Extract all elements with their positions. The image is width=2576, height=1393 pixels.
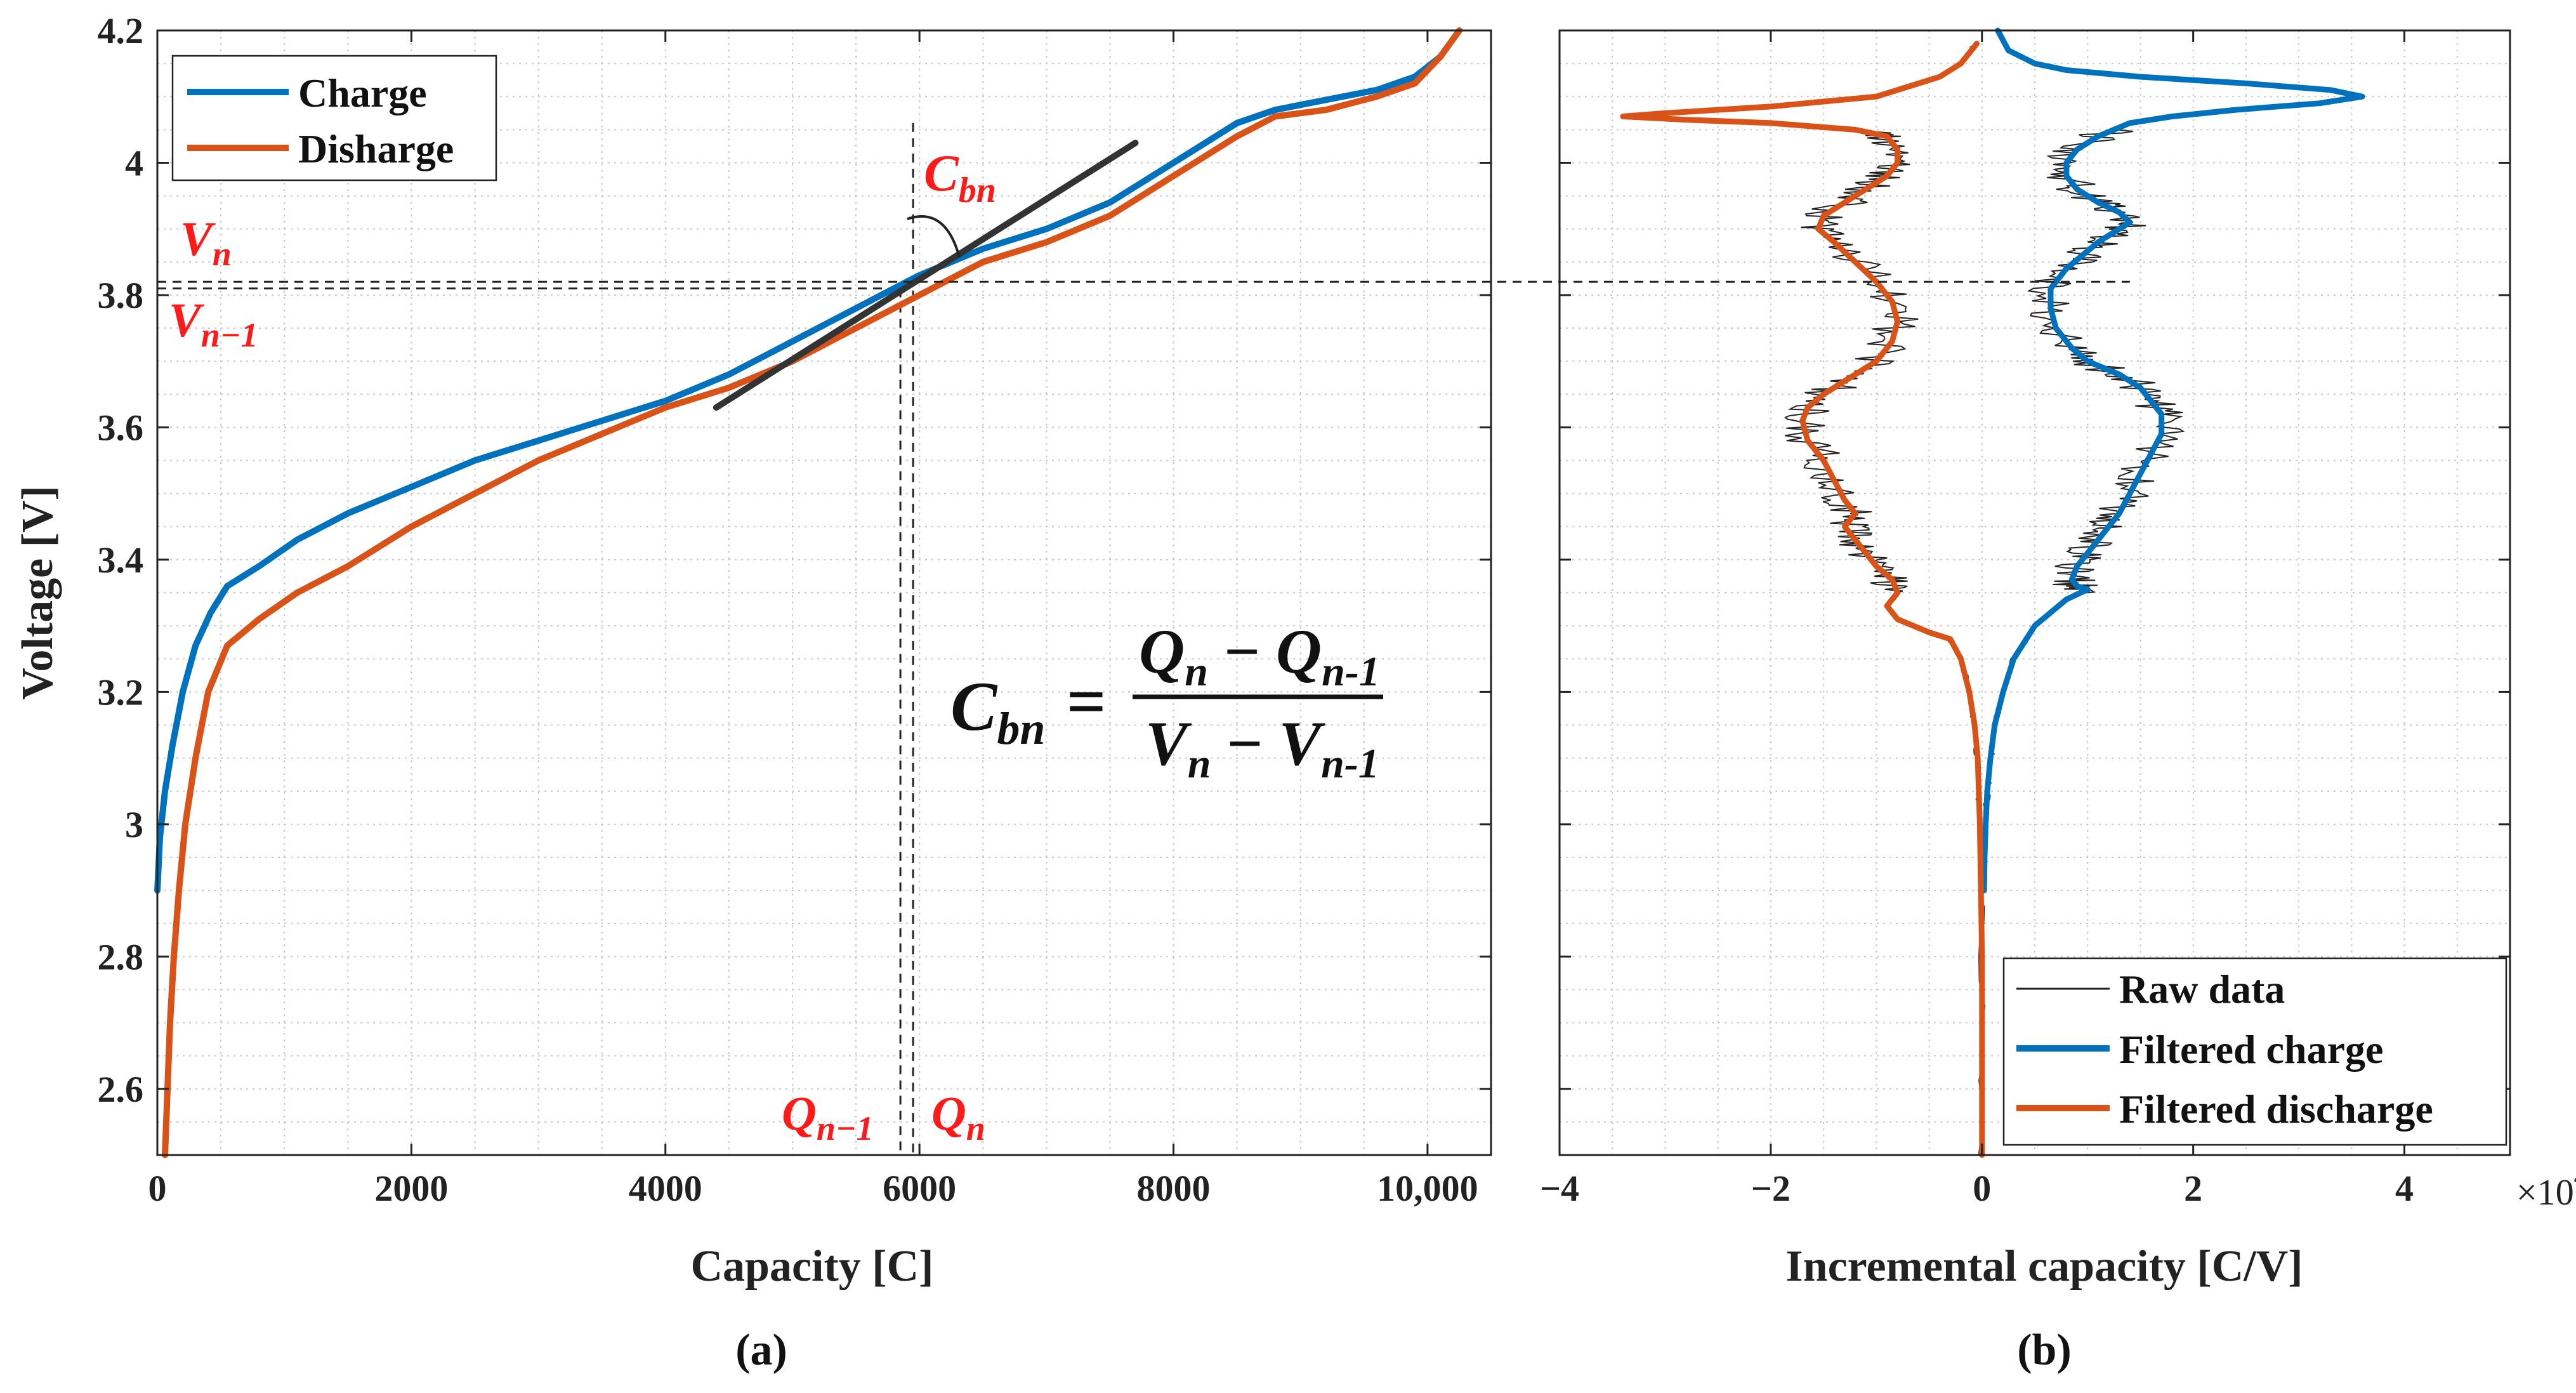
x-tick-label: 8000 — [1137, 1168, 1211, 1209]
y-tick-label: 4 — [125, 142, 143, 183]
x-tick-label: 6000 — [883, 1168, 956, 1209]
x-tick-label: 2000 — [374, 1168, 448, 1209]
legend-discharge-label: Disharge — [298, 126, 454, 171]
tangent-line — [713, 140, 1139, 411]
svg-text:Vn: Vn — [180, 213, 232, 273]
panel-b: −4 −2 0 2 4 Raw data Filtered charge Filtere… — [1540, 27, 2576, 1375]
x-tick-label: 0 — [1973, 1168, 1991, 1209]
annotation-qn-1: Qn−1 — [782, 1087, 874, 1147]
svg-text:Cbn: Cbn — [924, 144, 996, 210]
annotation-qn: Qn — [931, 1087, 985, 1147]
y-tick-label: 2.6 — [98, 1069, 144, 1110]
y-tick-label: 3.6 — [98, 407, 144, 448]
panel-b-label: (b) — [2017, 1326, 2072, 1375]
y-tick-label: 3.2 — [98, 671, 144, 713]
x-tick-label: 10,000 — [1377, 1168, 1478, 1209]
cbn-formula: Cbn = Qn − Qn-1 Vn − Vn-1 — [950, 616, 1383, 787]
panel-a-grid — [157, 30, 1492, 1155]
panel-b-legend: Raw data Filtered charge Filtered discha… — [2002, 957, 2507, 1146]
panel-b-xlabel: Incremental capacity [C/V] — [1785, 1242, 2303, 1291]
series-line-filtered-discharge — [1620, 41, 1985, 1158]
annotation-vn-1: Vn−1 — [169, 294, 258, 354]
y-tick-label: 4.2 — [98, 10, 144, 51]
legend-raw-label: Raw data — [2119, 967, 2285, 1012]
panel-a: 0 2000 4000 6000 8000 10,000 2.6 2.8 3 3.2 3.4 3.6 3… — [13, 10, 1492, 1375]
series-line-charge — [154, 27, 1462, 894]
svg-text:=: = — [1066, 663, 1106, 740]
y-tick-label: 3 — [125, 804, 143, 845]
legend-charge-label: Charge — [298, 70, 427, 116]
panel-a-frame — [156, 29, 1492, 1156]
panel-a-ticks: 0 2000 4000 6000 8000 10,000 2.6 2.8 3 3.2 3.4 3.6 3… — [98, 10, 1491, 1209]
panel-a-legend: Charge Disharge — [171, 55, 497, 182]
x-tick-label: −4 — [1540, 1168, 1579, 1209]
annotation-vn: Vn — [180, 213, 232, 273]
svg-text:Qn−1: Qn−1 — [782, 1087, 874, 1147]
x-tick-label: −2 — [1751, 1168, 1791, 1209]
x-tick-label: 0 — [148, 1168, 167, 1209]
svg-text:Vn−1: Vn−1 — [169, 294, 258, 354]
y-tick-label: 2.8 — [98, 936, 144, 977]
panel-b-exponent: ×104 — [2516, 1161, 2576, 1213]
cbn-angle-arc — [907, 215, 961, 258]
svg-text:Vn − Vn-1: Vn − Vn-1 — [1145, 708, 1379, 787]
annotation-cbn: Cbn — [924, 144, 996, 210]
svg-text:Cbn: Cbn — [950, 668, 1045, 754]
panel-b-frame — [1558, 29, 2511, 1156]
y-tick-label: 3.4 — [98, 539, 144, 581]
panel-a-ylabel: Voltage [V] — [13, 485, 62, 700]
legend-filtered-charge-label: Filtered charge — [2119, 1027, 2383, 1072]
svg-text:Qn: Qn — [931, 1087, 985, 1147]
series-line-discharge — [162, 27, 1462, 1158]
panel-b-series — [1620, 27, 2365, 1158]
x-tick-label: 4 — [2395, 1168, 2414, 1209]
panel-a-label: (a) — [735, 1326, 787, 1375]
panel-a-xlabel: Capacity [C] — [691, 1242, 934, 1291]
panel-a-series — [154, 27, 1462, 1158]
series-line-filtered-charge — [1981, 27, 2365, 894]
x-tick-label: 4000 — [629, 1168, 702, 1209]
y-tick-label: 3.8 — [98, 275, 144, 316]
svg-text:Qn − Qn-1: Qn − Qn-1 — [1139, 616, 1380, 695]
legend-filtered-discharge-label: Filtered discharge — [2119, 1086, 2433, 1132]
x-tick-label: 2 — [2184, 1168, 2202, 1209]
